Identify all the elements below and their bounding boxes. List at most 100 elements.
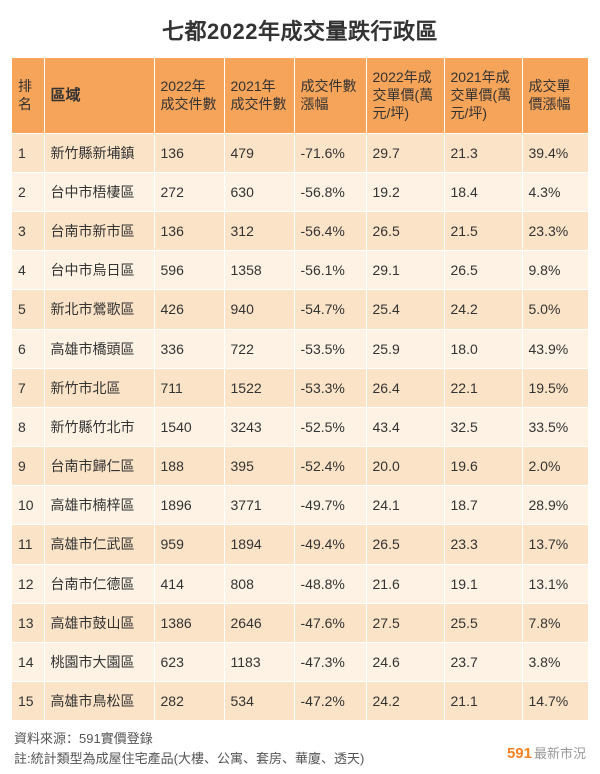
cell-r7-c5: 43.4 bbox=[366, 407, 444, 446]
table-row: 10高雄市楠梓區18963771-49.7%24.118.728.9% bbox=[12, 486, 588, 525]
cell-r13-c1: 桃園市大園區 bbox=[44, 643, 154, 682]
cell-r8-c6: 19.6 bbox=[444, 447, 522, 486]
cell-r7-c1: 新竹縣竹北市 bbox=[44, 407, 154, 446]
cell-r14-c0: 15 bbox=[12, 682, 44, 721]
cell-r9-c1: 高雄市楠梓區 bbox=[44, 486, 154, 525]
cell-r8-c1: 台南市歸仁區 bbox=[44, 447, 154, 486]
cell-r10-c5: 26.5 bbox=[366, 525, 444, 564]
cell-r0-c6: 21.3 bbox=[444, 133, 522, 172]
cell-r2-c2: 136 bbox=[154, 211, 224, 250]
cell-r12-c5: 27.5 bbox=[366, 603, 444, 642]
col-header-2: 2022年成交件數 bbox=[154, 58, 224, 133]
cell-r7-c6: 32.5 bbox=[444, 407, 522, 446]
cell-r2-c0: 3 bbox=[12, 211, 44, 250]
cell-r13-c7: 3.8% bbox=[522, 643, 588, 682]
cell-r7-c7: 33.5% bbox=[522, 407, 588, 446]
cell-r6-c3: 1522 bbox=[224, 368, 294, 407]
table-header: 排名區域2022年成交件數2021年成交件數成交件數漲幅2022年成交單價(萬元… bbox=[12, 58, 588, 133]
cell-r10-c3: 1894 bbox=[224, 525, 294, 564]
cell-r11-c1: 台南市仁德區 bbox=[44, 564, 154, 603]
cell-r4-c2: 426 bbox=[154, 290, 224, 329]
cell-r7-c3: 3243 bbox=[224, 407, 294, 446]
table-row: 7新竹市北區7111522-53.3%26.422.119.5% bbox=[12, 368, 588, 407]
cell-r6-c0: 7 bbox=[12, 368, 44, 407]
cell-r1-c6: 18.4 bbox=[444, 172, 522, 211]
cell-r12-c0: 13 bbox=[12, 603, 44, 642]
cell-r11-c5: 21.6 bbox=[366, 564, 444, 603]
cell-r3-c4: -56.1% bbox=[294, 251, 366, 290]
cell-r9-c3: 3771 bbox=[224, 486, 294, 525]
cell-r2-c4: -56.4% bbox=[294, 211, 366, 250]
cell-r3-c5: 29.1 bbox=[366, 251, 444, 290]
table-row: 8新竹縣竹北市15403243-52.5%43.432.533.5% bbox=[12, 407, 588, 446]
cell-r8-c3: 395 bbox=[224, 447, 294, 486]
col-header-4: 成交件數漲幅 bbox=[294, 58, 366, 133]
cell-r8-c5: 20.0 bbox=[366, 447, 444, 486]
cell-r11-c3: 808 bbox=[224, 564, 294, 603]
col-header-0: 排名 bbox=[12, 58, 44, 133]
cell-r2-c5: 26.5 bbox=[366, 211, 444, 250]
cell-r1-c5: 19.2 bbox=[366, 172, 444, 211]
cell-r1-c2: 272 bbox=[154, 172, 224, 211]
table-row: 6高雄市橋頭區336722-53.5%25.918.043.9% bbox=[12, 329, 588, 368]
cell-r14-c5: 24.2 bbox=[366, 682, 444, 721]
cell-r13-c5: 24.6 bbox=[366, 643, 444, 682]
col-header-6: 2021年成交單價(萬元/坪) bbox=[444, 58, 522, 133]
cell-r11-c2: 414 bbox=[154, 564, 224, 603]
cell-r7-c0: 8 bbox=[12, 407, 44, 446]
table-row: 15高雄市鳥松區282534-47.2%24.221.114.7% bbox=[12, 682, 588, 721]
cell-r10-c2: 959 bbox=[154, 525, 224, 564]
cell-r9-c5: 24.1 bbox=[366, 486, 444, 525]
table-row: 12台南市仁德區414808-48.8%21.619.113.1% bbox=[12, 564, 588, 603]
cell-r9-c0: 10 bbox=[12, 486, 44, 525]
col-header-3: 2021年成交件數 bbox=[224, 58, 294, 133]
cell-r0-c0: 1 bbox=[12, 133, 44, 172]
table-row: 4台中市烏日區5961358-56.1%29.126.59.8% bbox=[12, 251, 588, 290]
cell-r1-c3: 630 bbox=[224, 172, 294, 211]
cell-r14-c7: 14.7% bbox=[522, 682, 588, 721]
cell-r11-c4: -48.8% bbox=[294, 564, 366, 603]
cell-r6-c6: 22.1 bbox=[444, 368, 522, 407]
cell-r6-c4: -53.3% bbox=[294, 368, 366, 407]
cell-r14-c2: 282 bbox=[154, 682, 224, 721]
cell-r5-c3: 722 bbox=[224, 329, 294, 368]
cell-r13-c2: 623 bbox=[154, 643, 224, 682]
table-row: 11高雄市仁武區9591894-49.4%26.523.313.7% bbox=[12, 525, 588, 564]
cell-r0-c1: 新竹縣新埔鎮 bbox=[44, 133, 154, 172]
cell-r12-c7: 7.8% bbox=[522, 603, 588, 642]
table-row: 2台中市梧棲區272630-56.8%19.218.44.3% bbox=[12, 172, 588, 211]
cell-r13-c3: 1183 bbox=[224, 643, 294, 682]
cell-r10-c4: -49.4% bbox=[294, 525, 366, 564]
cell-r10-c7: 13.7% bbox=[522, 525, 588, 564]
cell-r1-c1: 台中市梧棲區 bbox=[44, 172, 154, 211]
cell-r6-c2: 711 bbox=[154, 368, 224, 407]
cell-r4-c1: 新北市鶯歌區 bbox=[44, 290, 154, 329]
cell-r13-c0: 14 bbox=[12, 643, 44, 682]
cell-r7-c4: -52.5% bbox=[294, 407, 366, 446]
cell-r2-c1: 台南市新市區 bbox=[44, 211, 154, 250]
cell-r14-c4: -47.2% bbox=[294, 682, 366, 721]
cell-r4-c4: -54.7% bbox=[294, 290, 366, 329]
cell-r3-c1: 台中市烏日區 bbox=[44, 251, 154, 290]
cell-r10-c0: 11 bbox=[12, 525, 44, 564]
cell-r9-c4: -49.7% bbox=[294, 486, 366, 525]
cell-r12-c3: 2646 bbox=[224, 603, 294, 642]
cell-r11-c0: 12 bbox=[12, 564, 44, 603]
cell-r0-c4: -71.6% bbox=[294, 133, 366, 172]
cell-r8-c2: 188 bbox=[154, 447, 224, 486]
cell-r14-c3: 534 bbox=[224, 682, 294, 721]
table-row: 9台南市歸仁區188395-52.4%20.019.62.0% bbox=[12, 447, 588, 486]
cell-r9-c7: 28.9% bbox=[522, 486, 588, 525]
table-row: 1新竹縣新埔鎮136479-71.6%29.721.339.4% bbox=[12, 133, 588, 172]
table-row: 14桃園市大園區6231183-47.3%24.623.73.8% bbox=[12, 643, 588, 682]
cell-r3-c2: 596 bbox=[154, 251, 224, 290]
cell-r12-c4: -47.6% bbox=[294, 603, 366, 642]
cell-r1-c0: 2 bbox=[12, 172, 44, 211]
cell-r12-c1: 高雄市鼓山區 bbox=[44, 603, 154, 642]
data-table: 排名區域2022年成交件數2021年成交件數成交件數漲幅2022年成交單價(萬元… bbox=[12, 58, 589, 721]
cell-r12-c6: 25.5 bbox=[444, 603, 522, 642]
cell-r5-c0: 6 bbox=[12, 329, 44, 368]
cell-r4-c7: 5.0% bbox=[522, 290, 588, 329]
cell-r2-c6: 21.5 bbox=[444, 211, 522, 250]
cell-r11-c6: 19.1 bbox=[444, 564, 522, 603]
